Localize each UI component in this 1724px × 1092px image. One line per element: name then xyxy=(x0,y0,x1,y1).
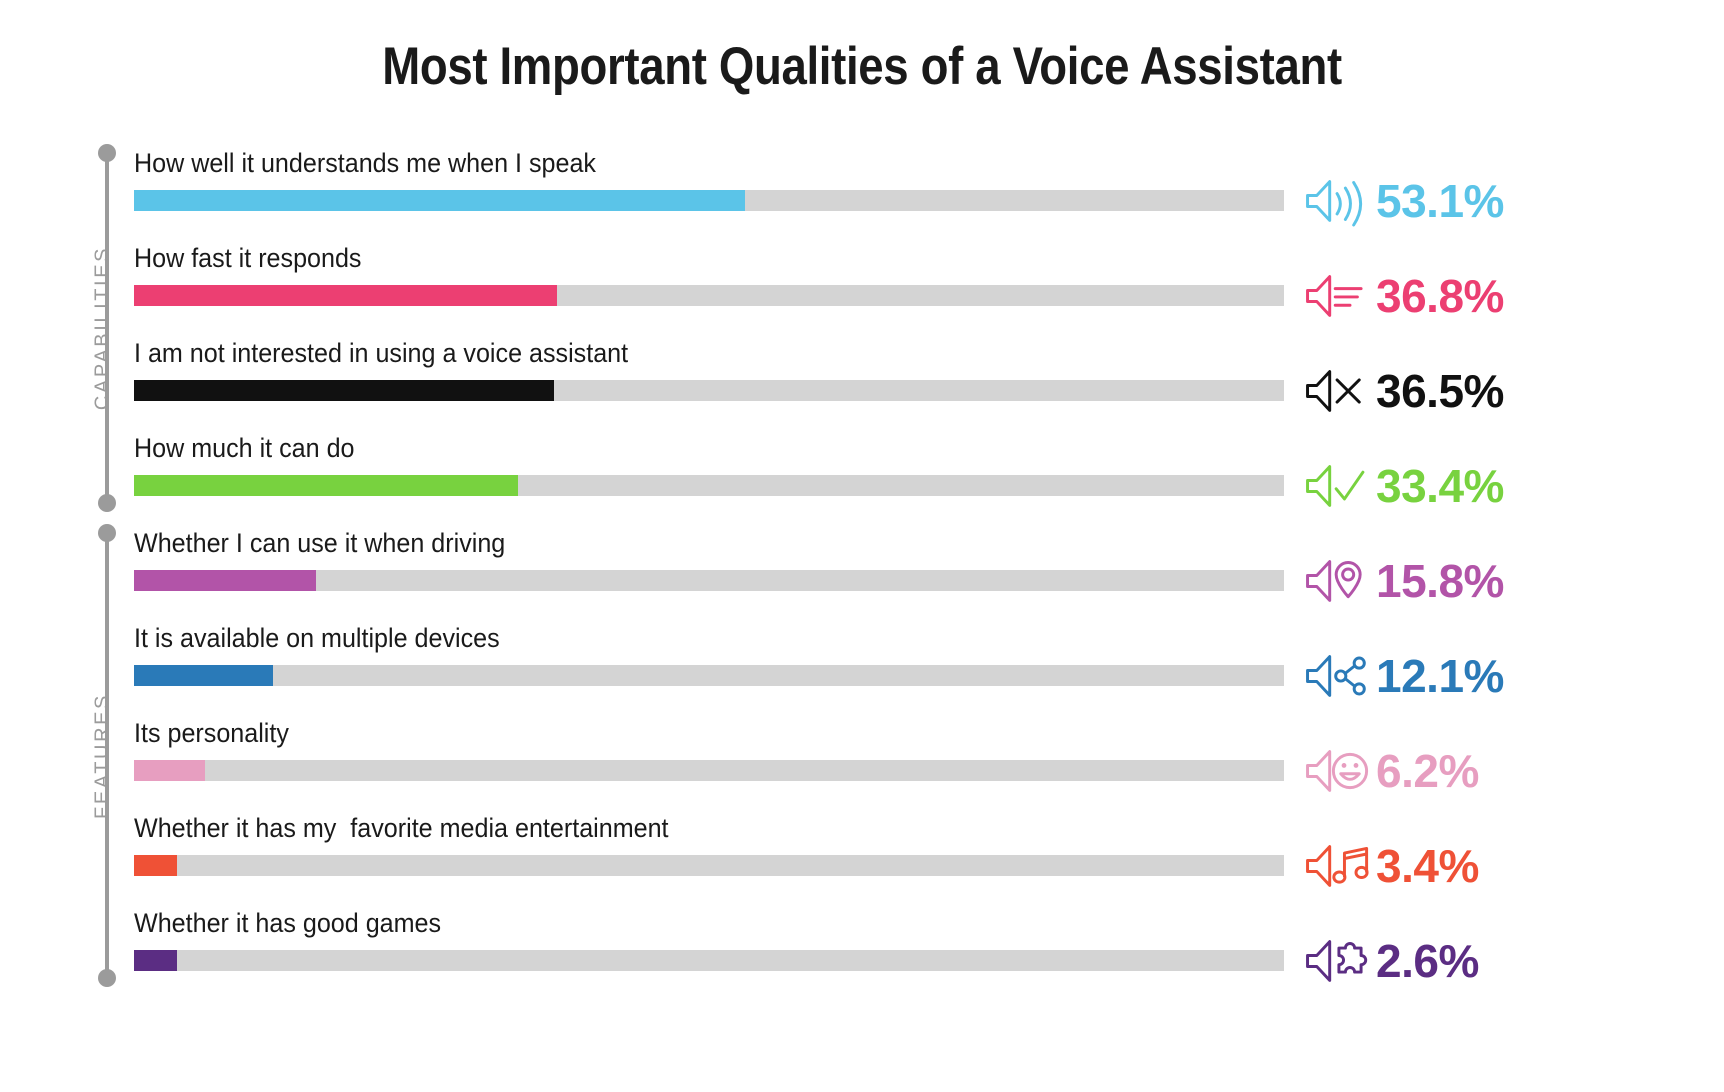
bar-row: Whether it has good games 2.6% xyxy=(134,900,1694,995)
bar-fill xyxy=(134,475,519,496)
bar-row: Whether I can use it when driving 15.8% xyxy=(134,520,1694,615)
rail-line xyxy=(105,532,109,979)
bar-fill xyxy=(134,855,177,876)
value-cell: 53.1% xyxy=(1284,166,1694,236)
value-label: 6.2% xyxy=(1376,745,1479,797)
bar-fill xyxy=(134,665,274,686)
bar-track xyxy=(134,190,1284,211)
value-label: 36.8% xyxy=(1376,270,1504,322)
value-cell: 36.8% xyxy=(1284,261,1694,331)
value-cell: 33.4% xyxy=(1284,451,1694,521)
value-cell: 6.2% xyxy=(1284,736,1694,806)
bar-row-label: Its personality xyxy=(134,718,289,748)
value-label: 2.6% xyxy=(1376,935,1479,987)
group-label-capabilities: CAPABILITIES xyxy=(91,245,114,411)
bar-row: I am not interested in using a voice ass… xyxy=(134,330,1694,425)
value-label: 12.1% xyxy=(1376,650,1504,702)
speaker-smiley-icon xyxy=(1302,741,1374,801)
speaker-share-icon xyxy=(1302,646,1374,706)
bar-row: How well it understands me when I speak 5… xyxy=(134,140,1694,235)
bar-fill xyxy=(134,950,177,971)
bar-row-label: How much it can do xyxy=(134,433,355,463)
bar-row-label: Whether it has my favorite media enterta… xyxy=(134,813,669,843)
bar-row: How much it can do 33.4% xyxy=(134,425,1694,520)
bar-track xyxy=(134,760,1284,781)
bar-row: Whether it has my favorite media enterta… xyxy=(134,805,1694,900)
group-rail-capabilities: CAPABILITIES xyxy=(72,144,134,512)
bar-row-label: Whether it has good games xyxy=(134,908,442,938)
bar-track xyxy=(134,570,1284,591)
value-cell: 15.8% xyxy=(1284,546,1694,616)
speaker-mute-icon xyxy=(1302,361,1374,421)
group-rail-container: CAPABILITIES FEATURES xyxy=(72,144,134,1058)
bar-row-label: How fast it responds xyxy=(134,243,362,273)
speaker-check-icon xyxy=(1302,456,1374,516)
bar-fill xyxy=(134,570,316,591)
bar-track xyxy=(134,665,1284,686)
bar-row-label: Whether I can use it when driving xyxy=(134,528,506,558)
bar-row-label: How well it understands me when I speak xyxy=(134,148,596,178)
value-label: 33.4% xyxy=(1376,460,1504,512)
speaker-puzzle-icon xyxy=(1302,931,1374,991)
rail-dot-bottom-icon xyxy=(98,969,116,987)
page-title: Most Important Qualities of a Voice Assi… xyxy=(382,37,1342,96)
value-cell: 2.6% xyxy=(1284,926,1694,996)
bar-fill xyxy=(134,380,554,401)
rail-dot-bottom-icon xyxy=(98,494,116,512)
value-label: 3.4% xyxy=(1376,840,1479,892)
bar-fill xyxy=(134,285,558,306)
value-label: 36.5% xyxy=(1376,365,1504,417)
bar-fill xyxy=(134,190,745,211)
speaker-waves-icon xyxy=(1302,171,1374,231)
value-label: 15.8% xyxy=(1376,555,1504,607)
bar-row-label: I am not interested in using a voice ass… xyxy=(134,338,629,368)
bar-row-list: How well it understands me when I speak 5… xyxy=(134,140,1694,995)
bar-track xyxy=(134,475,1284,496)
bar-row-label: It is available on multiple devices xyxy=(134,623,500,653)
value-cell: 3.4% xyxy=(1284,831,1694,901)
bar-row: It is available on multiple devices 12.1% xyxy=(134,615,1694,710)
bar-track xyxy=(134,380,1284,401)
bar-row: How fast it responds 36.8% xyxy=(134,235,1694,330)
bar-track xyxy=(134,950,1284,971)
value-cell: 36.5% xyxy=(1284,356,1694,426)
bar-track xyxy=(134,285,1284,306)
value-cell: 12.1% xyxy=(1284,641,1694,711)
bar-track xyxy=(134,855,1284,876)
speaker-location-icon xyxy=(1302,551,1374,611)
bar-fill xyxy=(134,760,206,781)
group-rail-features: FEATURES xyxy=(72,524,134,987)
speaker-music-icon xyxy=(1302,836,1374,896)
speaker-speed-icon xyxy=(1302,266,1374,326)
value-label: 53.1% xyxy=(1376,175,1504,227)
group-label-features: FEATURES xyxy=(91,692,114,819)
rail-line xyxy=(105,152,109,504)
bar-row: Its personality 6.2% xyxy=(134,710,1694,805)
